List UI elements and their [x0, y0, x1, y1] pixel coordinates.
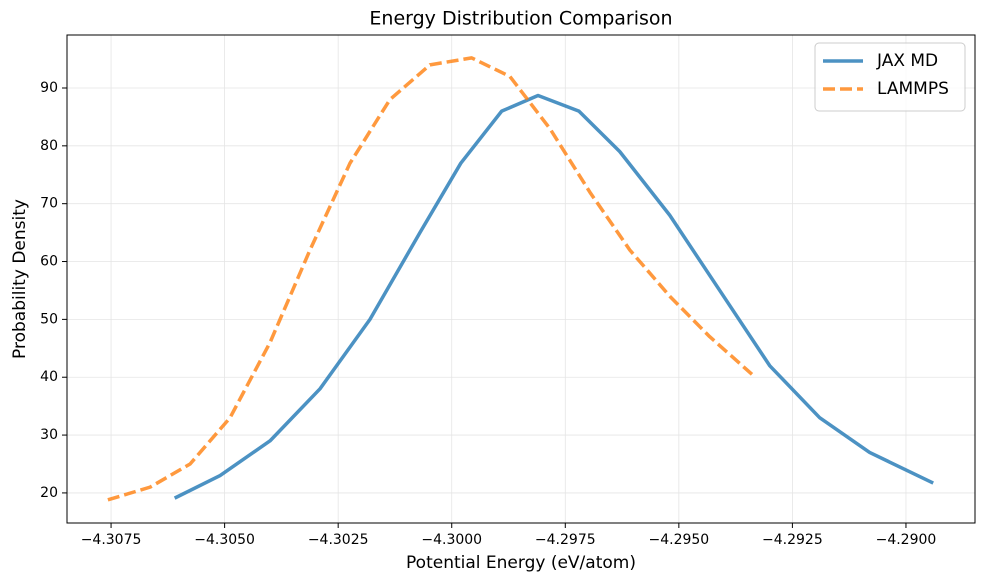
- legend-label: LAMMPS: [877, 79, 949, 99]
- y-tick-label: 30: [40, 427, 58, 443]
- x-tick-label: −4.2950: [648, 532, 709, 548]
- y-tick-label: 20: [40, 485, 58, 501]
- series-line: [173, 93, 934, 500]
- x-tick-label: −4.3050: [194, 532, 255, 548]
- legend-label: JAX MD: [876, 51, 938, 71]
- y-tick-label: 50: [40, 311, 58, 327]
- y-tick-label: 40: [40, 369, 58, 385]
- y-tick-label: 80: [40, 138, 58, 154]
- y-tick-label: 60: [40, 254, 58, 270]
- y-tick-label: 70: [40, 196, 58, 212]
- plot-frame: [66, 34, 976, 524]
- x-tick-label: −4.3025: [308, 532, 369, 548]
- y-axis-label: Probability Density: [10, 199, 30, 359]
- x-tick-label: −4.3075: [81, 532, 142, 548]
- x-tick-label: −4.3000: [421, 532, 482, 548]
- series-line: [107, 56, 754, 502]
- y-tick-label: 90: [40, 80, 58, 96]
- x-tick-label: −4.2900: [876, 532, 937, 548]
- chart-title: Energy Distribution Comparison: [369, 8, 672, 30]
- x-tick-label: −4.2925: [762, 532, 823, 548]
- x-tick-label: −4.2975: [535, 532, 596, 548]
- x-axis-label: Potential Energy (eV/atom): [406, 553, 636, 573]
